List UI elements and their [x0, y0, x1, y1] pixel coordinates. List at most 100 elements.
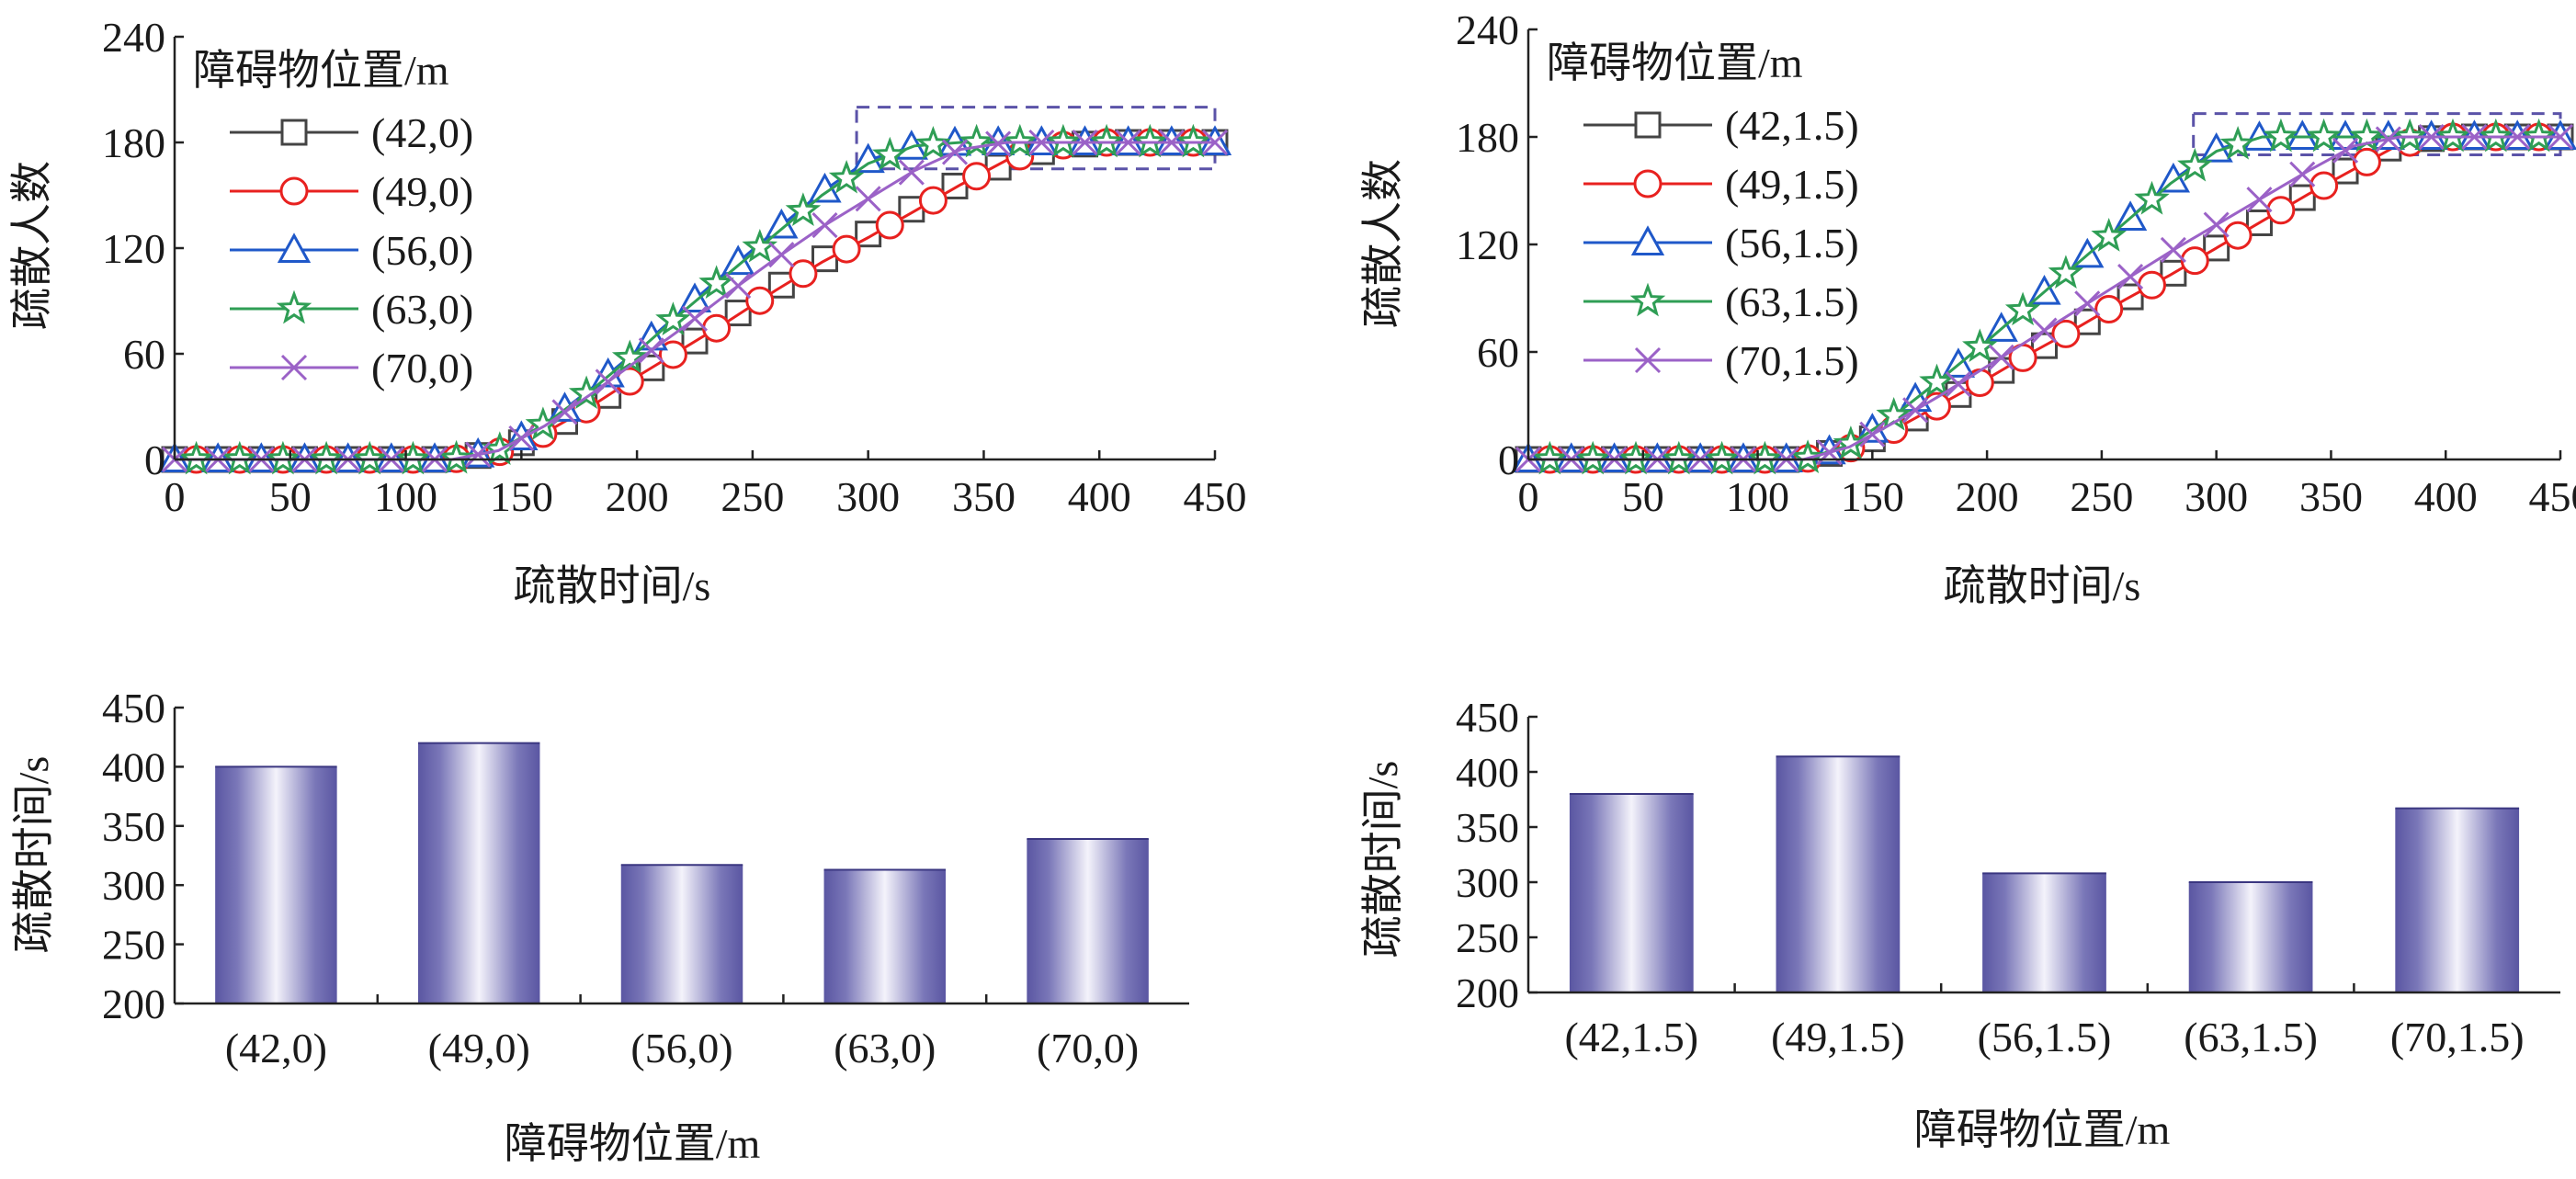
series-point — [2286, 119, 2320, 150]
series-point — [1045, 123, 1082, 158]
series-point — [2074, 290, 2101, 317]
y-tick-label: 0 — [1498, 436, 1519, 483]
series-point — [918, 186, 948, 215]
series-point — [1158, 129, 1185, 156]
legend-entry-5: (70,0) — [230, 345, 473, 391]
series-point — [1532, 440, 1568, 475]
series-point — [2180, 246, 2209, 276]
series-point — [508, 425, 535, 452]
series-point — [2048, 255, 2084, 289]
series-point — [465, 441, 492, 468]
series-point — [1661, 440, 1697, 475]
x-tick-label: (70,1.5) — [2390, 1014, 2525, 1060]
legend-marker — [1630, 225, 1665, 255]
y-axis-label: 疏散时间/s — [1359, 761, 1406, 958]
x-axis-label: 疏散时间/s — [1944, 562, 2141, 609]
series-point — [2478, 118, 2514, 153]
x-tick-label: (49,0) — [428, 1025, 530, 1071]
legend-label: (70,1.5) — [1725, 337, 1859, 384]
y-tick-label: 300 — [102, 862, 165, 909]
series-line — [175, 141, 1215, 461]
legend-label: (70,0) — [371, 345, 473, 391]
series-point — [768, 242, 795, 268]
series-point — [2263, 118, 2299, 153]
series-point — [1072, 129, 1098, 156]
series-point — [2352, 147, 2381, 176]
series-point — [2521, 118, 2557, 153]
series-point — [765, 208, 799, 239]
x-tick-label: 50 — [269, 473, 312, 520]
legend-marker — [280, 354, 308, 381]
legend-entry-1: (42,0) — [230, 109, 473, 156]
x-tick-label: 450 — [1184, 473, 1247, 520]
x-tick-label: 300 — [836, 473, 900, 520]
series-point — [2051, 319, 2081, 348]
x-tick-label: 450 — [2529, 473, 2576, 520]
series-4 — [1528, 118, 2560, 475]
y-tick-label: 350 — [102, 803, 165, 850]
legend-title: 障碍物位置/m — [1547, 40, 1803, 86]
series-point — [1919, 363, 1955, 398]
legend-marker — [1634, 111, 1662, 139]
series-point — [2203, 211, 2230, 238]
x-tick-label: 150 — [490, 473, 553, 520]
y-tick-label: 250 — [1456, 914, 1519, 961]
series-point — [395, 440, 431, 475]
series-point — [2434, 118, 2471, 153]
legend-entry-2: (49,0) — [230, 168, 473, 215]
series-point — [681, 305, 709, 332]
x-tick-label: 200 — [1956, 473, 2019, 520]
series-point — [1704, 440, 1740, 475]
series-point — [2004, 291, 2041, 326]
series-point — [677, 282, 712, 313]
x-tick-label: 250 — [2070, 473, 2133, 520]
y-tick-label: 0 — [144, 436, 165, 483]
series-3 — [157, 125, 1232, 472]
legend-marker — [1629, 282, 1666, 317]
legend-entry-5: (70,1.5) — [1583, 337, 1859, 384]
bar-5 — [1027, 838, 1149, 1003]
evacuation-time-bar-chart-left: 200 250 300 350 400 450 (42,0) (49,0) (56,0) (63,… — [10, 685, 1189, 1167]
series-point — [1175, 123, 1211, 158]
x-tick-label: 0 — [1518, 473, 1539, 520]
series-point — [941, 139, 969, 165]
y-tick-label: 60 — [123, 331, 165, 378]
series-point — [438, 439, 474, 474]
y-tick-label: 400 — [102, 743, 165, 790]
legend-label: (42,1.5) — [1725, 102, 1859, 149]
series-point — [808, 172, 842, 203]
bar-5 — [2395, 808, 2520, 992]
series-point — [785, 192, 822, 227]
x-axis-label: 疏散时间/s — [514, 562, 711, 609]
x-tick-label: 350 — [2299, 473, 2363, 520]
x-tick-label: 300 — [2184, 473, 2248, 520]
legend-entry-4: (63,1.5) — [1583, 278, 1859, 325]
legend-marker — [276, 289, 312, 324]
series-point — [982, 125, 1016, 155]
bar-4 — [2188, 882, 2313, 992]
series-point — [725, 273, 752, 300]
legend-marker — [1633, 169, 1662, 198]
series-point — [745, 286, 775, 315]
legend-label: (63,0) — [371, 286, 473, 333]
series-point — [1789, 439, 1826, 473]
series-point — [655, 301, 691, 336]
x-tick-label: 0 — [165, 473, 186, 520]
series-point — [1131, 123, 1168, 158]
x-tick-label: (56,1.5) — [1978, 1014, 2112, 1060]
x-tick-label: (63,1.5) — [2184, 1014, 2318, 1060]
series-point — [871, 136, 908, 171]
bar-3 — [620, 865, 743, 1003]
y-tick-label: 240 — [102, 14, 165, 61]
series-point — [1028, 129, 1055, 156]
evacuation-time-bar-chart-right: 200 250 300 350 400 450 (42,1.5) (49,1.5) (56,1.… — [1359, 694, 2560, 1153]
series-point — [2219, 126, 2256, 160]
series-point — [1746, 440, 1783, 475]
series-point — [2094, 295, 2124, 324]
legend-title: 障碍物位置/m — [193, 47, 449, 94]
y-axis-label: 疏散人数 — [8, 161, 55, 330]
x-tick-label: 150 — [1841, 473, 1904, 520]
series-point — [851, 142, 885, 174]
series-point — [1002, 123, 1038, 158]
x-tick-label: 400 — [2414, 473, 2478, 520]
